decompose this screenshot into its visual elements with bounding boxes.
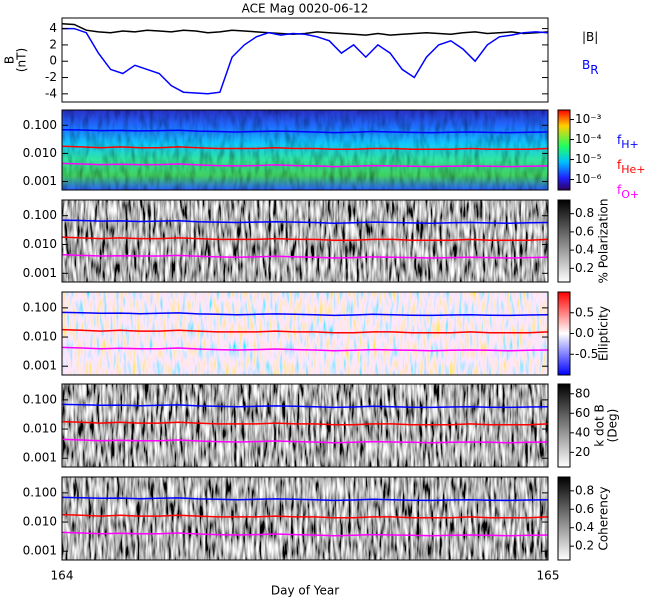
y-axis-label: B	[3, 56, 17, 64]
y-tick-label: 0.001	[23, 266, 57, 280]
x-tick-label: 164	[51, 569, 74, 583]
y-tick-label: 0.001	[23, 359, 57, 373]
series-line	[61, 420, 549, 426]
colorbar	[557, 291, 571, 376]
series-line	[61, 162, 549, 168]
colorbar	[557, 109, 571, 191]
series-line	[61, 254, 549, 259]
colorbar-tick-label: 10⁻⁶	[575, 172, 602, 186]
spectrogram	[62, 477, 548, 560]
colorbar-tick-label: 0.6	[575, 502, 594, 516]
y-tick-label: 0.001	[23, 544, 57, 558]
colorbar-tick-label: 10⁻³	[575, 112, 602, 126]
y-tick-label: 0.001	[23, 174, 57, 188]
series-line	[62, 27, 549, 95]
legend-entry: BR	[582, 58, 599, 77]
colorbar-tick-label: 0.4	[575, 520, 594, 534]
x-axis-label: Day of Year	[271, 584, 339, 598]
colorbar	[557, 476, 571, 561]
y-tick-label: 0.010	[23, 237, 57, 251]
spectrogram	[62, 200, 548, 282]
series-line	[61, 496, 549, 502]
colorbar-label: (Deg)	[606, 409, 620, 443]
colorbar-tick-label: -0.5	[575, 347, 598, 361]
spectrogram	[62, 384, 548, 467]
chart-title: ACE Mag 0020-06-12	[242, 2, 369, 16]
colorbar	[557, 199, 571, 283]
colorbar-label: Ellipticity	[597, 306, 611, 361]
series-line	[61, 219, 549, 224]
y-tick-label: 0.100	[23, 485, 57, 499]
series-line	[61, 328, 549, 334]
colorbar-tick-label: 0.8	[575, 483, 594, 497]
plot-frame	[61, 17, 549, 103]
plot-frame	[61, 199, 549, 283]
legend-subscript: He+	[621, 163, 645, 176]
spectrogram	[62, 110, 548, 190]
y-tick-label: 2	[49, 37, 57, 51]
y-tick-label: 0.100	[23, 208, 57, 222]
colorbar-tick-label: 10⁻⁴	[575, 132, 602, 146]
series-line	[61, 531, 549, 537]
plot-frame	[61, 383, 549, 468]
colorbar-tick-label: 0.2	[575, 261, 594, 275]
y-tick-label: -2	[45, 70, 57, 84]
legend-entry: fHe+	[617, 158, 646, 177]
colorbar-label: % Polarization	[597, 199, 611, 284]
colorbar-tick-label: 0.4	[575, 243, 594, 257]
legend-subscript: O+	[621, 188, 639, 201]
colorbar-tick-label: 0.5	[575, 305, 594, 319]
colorbar-tick-label: 40	[575, 425, 590, 439]
y-tick-label: 4	[49, 21, 57, 35]
y-tick-label: 0.010	[23, 146, 57, 160]
y-tick-label: 0.001	[23, 451, 57, 465]
plot-frame	[61, 291, 549, 376]
series-line	[61, 311, 549, 317]
series-line	[61, 513, 549, 519]
colorbar-tick-label: 0.8	[575, 206, 594, 220]
legend-label: f	[617, 158, 622, 172]
colorbar-label: Coherency	[597, 486, 611, 550]
y-tick-label: 0.010	[23, 422, 57, 436]
series-line	[61, 403, 549, 409]
y-tick-label: 0.100	[23, 118, 57, 132]
y-tick-label: -4	[45, 86, 57, 100]
plot-frame	[61, 109, 549, 191]
colorbar	[557, 383, 571, 468]
legend-label: B	[582, 58, 590, 72]
legend-label: f	[617, 133, 622, 147]
legend-label: f	[617, 183, 622, 197]
legend-entry: fO+	[617, 183, 639, 202]
legend-subscript: H+	[621, 138, 639, 151]
colorbar-label: k dot B	[593, 404, 607, 446]
colorbar-tick-label: 0.6	[575, 224, 594, 238]
y-tick-label: 0.100	[23, 300, 57, 314]
series-line	[61, 145, 549, 151]
colorbar-tick-label: 20	[575, 445, 590, 459]
x-tick-label: 165	[537, 569, 560, 583]
series-line	[61, 22, 549, 36]
series-line	[61, 438, 549, 444]
legend-subscript: R	[590, 63, 598, 77]
series-line	[61, 236, 549, 242]
y-axis-label: (nT)	[15, 48, 29, 72]
colorbar-tick-label: 0.0	[575, 326, 594, 340]
colorbar-tick-label: 10⁻⁵	[575, 152, 602, 166]
colorbar-tick-label: 0.2	[575, 539, 594, 553]
legend-entry: |B|	[582, 30, 598, 44]
colorbar-tick-label: 80	[575, 386, 590, 400]
y-tick-label: 0.010	[23, 515, 57, 529]
spectrogram	[62, 292, 548, 375]
legend-label: |B|	[582, 30, 598, 44]
plot-frame	[61, 476, 549, 561]
legend-entry: fH+	[617, 133, 639, 152]
colorbar-tick-label: 60	[575, 406, 590, 420]
series-line	[61, 128, 549, 134]
y-tick-label: 0	[49, 54, 57, 68]
y-tick-label: 0.010	[23, 330, 57, 344]
series-line	[61, 346, 549, 352]
y-tick-label: 0.100	[23, 392, 57, 406]
